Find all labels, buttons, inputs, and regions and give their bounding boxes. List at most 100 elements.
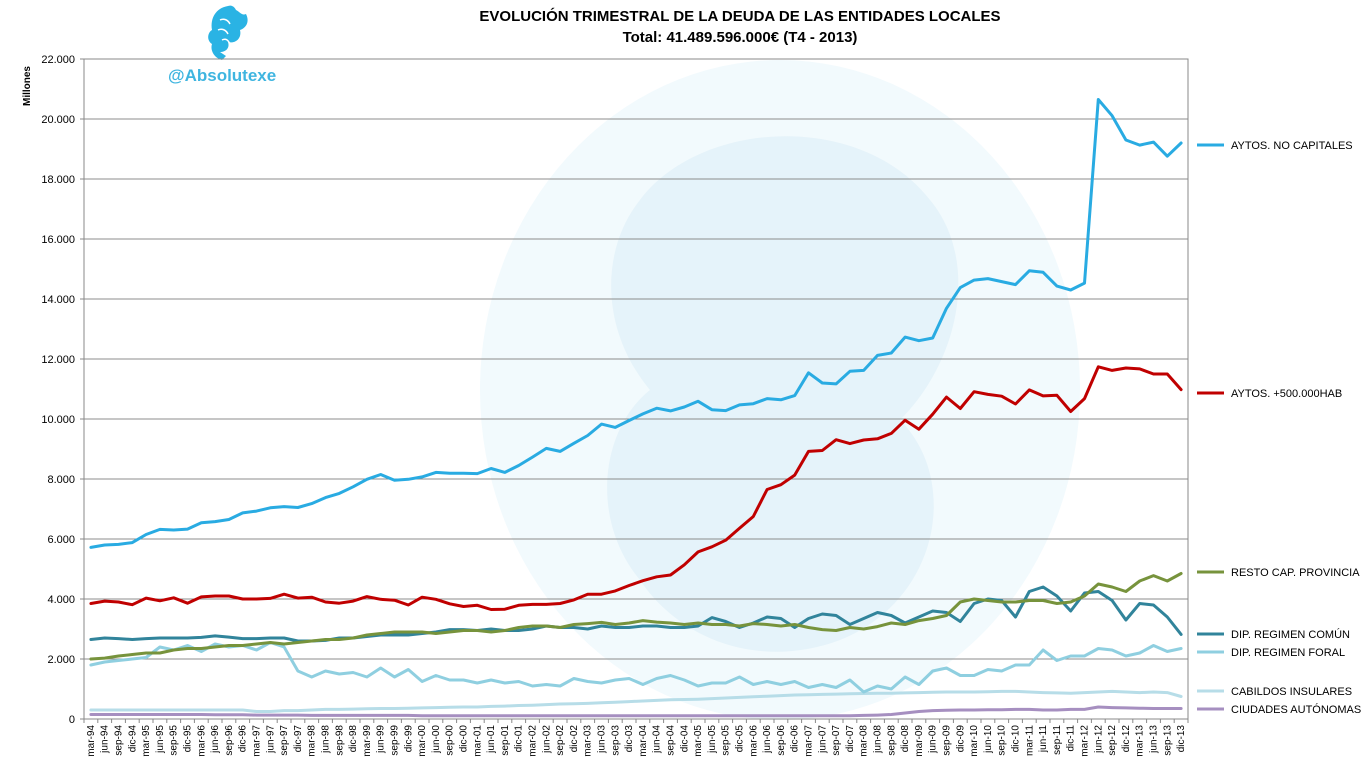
x-tick-label: sep-94 bbox=[114, 725, 125, 756]
y-tick-label: 18.000 bbox=[41, 174, 75, 186]
x-tick-label: jun-02 bbox=[541, 725, 552, 754]
legend-label: CIUDADES AUTÓNOMAS bbox=[1231, 703, 1361, 716]
y-tick-label: 6.000 bbox=[47, 534, 75, 546]
x-tick-label: jun-05 bbox=[707, 725, 718, 754]
x-tick-label: sep-11 bbox=[1052, 725, 1063, 755]
x-tick-label: sep-02 bbox=[555, 725, 566, 756]
x-tick-label: sep-08 bbox=[886, 725, 897, 756]
y-tick-label: 10.000 bbox=[41, 414, 75, 426]
x-tick-label: dic-95 bbox=[183, 725, 194, 753]
series-line bbox=[89, 689, 1183, 713]
x-tick-label: mar-12 bbox=[1080, 725, 1091, 757]
x-tick-label: mar-97 bbox=[252, 725, 263, 757]
x-tick-label: dic-13 bbox=[1176, 725, 1187, 753]
x-tick-label: mar-10 bbox=[969, 725, 980, 757]
x-tick-label: mar-98 bbox=[307, 725, 318, 757]
x-tick-label: dic-99 bbox=[403, 725, 414, 753]
y-tick-label: 14.000 bbox=[41, 294, 75, 306]
legend-label: DIP. REGIMEN COMÚN bbox=[1231, 628, 1350, 641]
y-tick-label: 2.000 bbox=[47, 654, 75, 666]
x-tick-label: jun-94 bbox=[100, 725, 111, 754]
x-tick-label: sep-01 bbox=[500, 725, 511, 756]
x-tick-label: sep-99 bbox=[390, 725, 401, 756]
x-tick-label: mar-02 bbox=[528, 725, 539, 757]
x-tick-label: sep-05 bbox=[721, 725, 732, 756]
x-tick-label: sep-07 bbox=[831, 725, 842, 756]
x-tick-label: jun-04 bbox=[652, 725, 663, 754]
legend: AYTOS. NO CAPITALES AYTOS. +500.000HAB RES… bbox=[1197, 140, 1361, 716]
griffin-logo-icon bbox=[198, 2, 258, 64]
x-tick-label: dic-02 bbox=[569, 725, 580, 753]
series-line bbox=[89, 572, 1183, 661]
x-tick-label: mar-05 bbox=[693, 725, 704, 757]
x-tick-label: dic-07 bbox=[845, 725, 856, 753]
chart-title-block: EVOLUCIÓN TRIMESTRAL DE LA DEUDA DE LAS … bbox=[330, 6, 1150, 48]
x-tick-label: sep-04 bbox=[666, 725, 677, 756]
x-tick-label: mar-00 bbox=[417, 725, 428, 757]
x-tick-label: dic-96 bbox=[238, 725, 249, 753]
x-tick-label: mar-96 bbox=[196, 725, 207, 757]
x-tick-label: mar-13 bbox=[1135, 725, 1146, 757]
x-tick-label: dic-97 bbox=[293, 725, 304, 753]
y-tick-label: 20.000 bbox=[41, 114, 75, 126]
legend-label: AYTOS. NO CAPITALES bbox=[1231, 140, 1353, 152]
x-tick-label: dic-01 bbox=[514, 725, 525, 753]
legend-label: DIP. REGIMEN FORAL bbox=[1231, 647, 1345, 659]
legend-label: CABILDOS INSULARES bbox=[1231, 686, 1352, 698]
x-tick-label: dic-08 bbox=[900, 725, 911, 753]
x-tick-label: jun-01 bbox=[486, 725, 497, 754]
x-tick-label: jun-13 bbox=[1149, 725, 1160, 754]
x-tick-label: jun-99 bbox=[376, 725, 387, 754]
x-tick-label: dic-04 bbox=[679, 725, 690, 753]
x-tick-label: dic-03 bbox=[624, 725, 635, 753]
x-tick-label: sep-12 bbox=[1107, 725, 1118, 756]
x-tick-label: jun-08 bbox=[873, 725, 884, 754]
x-tick-label: dic-09 bbox=[955, 725, 966, 753]
x-tick-label: sep-95 bbox=[169, 725, 180, 756]
x-tick-label: sep-09 bbox=[942, 725, 953, 756]
x-tick-label: dic-12 bbox=[1121, 725, 1132, 753]
series-line bbox=[89, 705, 1183, 718]
x-tick-label: jun-98 bbox=[321, 725, 332, 754]
series-lines bbox=[89, 98, 1183, 718]
x-tick-label: sep-10 bbox=[997, 725, 1008, 756]
x-tick-label: jun-00 bbox=[431, 725, 442, 754]
chart-subtitle: Total: 41.489.596.000€ (T4 - 2013) bbox=[622, 29, 858, 46]
x-tick-label: dic-05 bbox=[735, 725, 746, 753]
x-tick-label: dic-06 bbox=[790, 725, 801, 753]
x-tick-label: mar-06 bbox=[748, 725, 759, 757]
x-tick-label: dic-94 bbox=[127, 725, 138, 753]
x-tick-label: mar-99 bbox=[362, 725, 373, 757]
x-tick-label: jun-09 bbox=[928, 725, 939, 754]
series-line bbox=[89, 365, 1183, 611]
y-tick-label: 0 bbox=[69, 714, 75, 726]
x-tick-label: sep-97 bbox=[279, 725, 290, 756]
series-line bbox=[89, 98, 1183, 549]
x-tick-label: jun-11 bbox=[1038, 725, 1049, 753]
x-tick-label: dic-11 bbox=[1066, 725, 1077, 752]
x-tick-label: jun-12 bbox=[1093, 725, 1104, 754]
y-axis-label: Millones bbox=[22, 66, 33, 106]
x-tick-label: jun-10 bbox=[983, 725, 994, 754]
x-tick-label: dic-00 bbox=[459, 725, 470, 753]
chart-title: EVOLUCIÓN TRIMESTRAL DE LA DEUDA DE LAS … bbox=[479, 8, 1001, 25]
x-tick-label: dic-98 bbox=[348, 725, 359, 753]
x-tick-label: dic-10 bbox=[1011, 725, 1022, 753]
x-tick-label: jun-03 bbox=[597, 725, 608, 754]
brand-handle: @Absolutexe bbox=[168, 66, 277, 85]
y-axis-ticks: 0 2.000 4.000 6.000 8.000 10.000 12.000 14.000 1… bbox=[41, 54, 84, 726]
x-tick-label: jun-95 bbox=[155, 725, 166, 754]
y-tick-label: 22.000 bbox=[41, 54, 75, 66]
x-tick-label: mar-09 bbox=[914, 725, 925, 757]
x-tick-label: sep-06 bbox=[776, 725, 787, 756]
watermark-logo bbox=[480, 60, 1080, 720]
x-tick-label: jun-97 bbox=[265, 725, 276, 754]
x-tick-label: mar-01 bbox=[472, 725, 483, 757]
x-tick-label: mar-11 bbox=[1024, 725, 1035, 756]
watermark-shape bbox=[607, 136, 959, 652]
x-tick-label: sep-00 bbox=[445, 725, 456, 756]
x-tick-label: mar-94 bbox=[86, 725, 97, 757]
y-tick-label: 4.000 bbox=[47, 594, 75, 606]
x-tick-label: mar-07 bbox=[804, 725, 815, 757]
